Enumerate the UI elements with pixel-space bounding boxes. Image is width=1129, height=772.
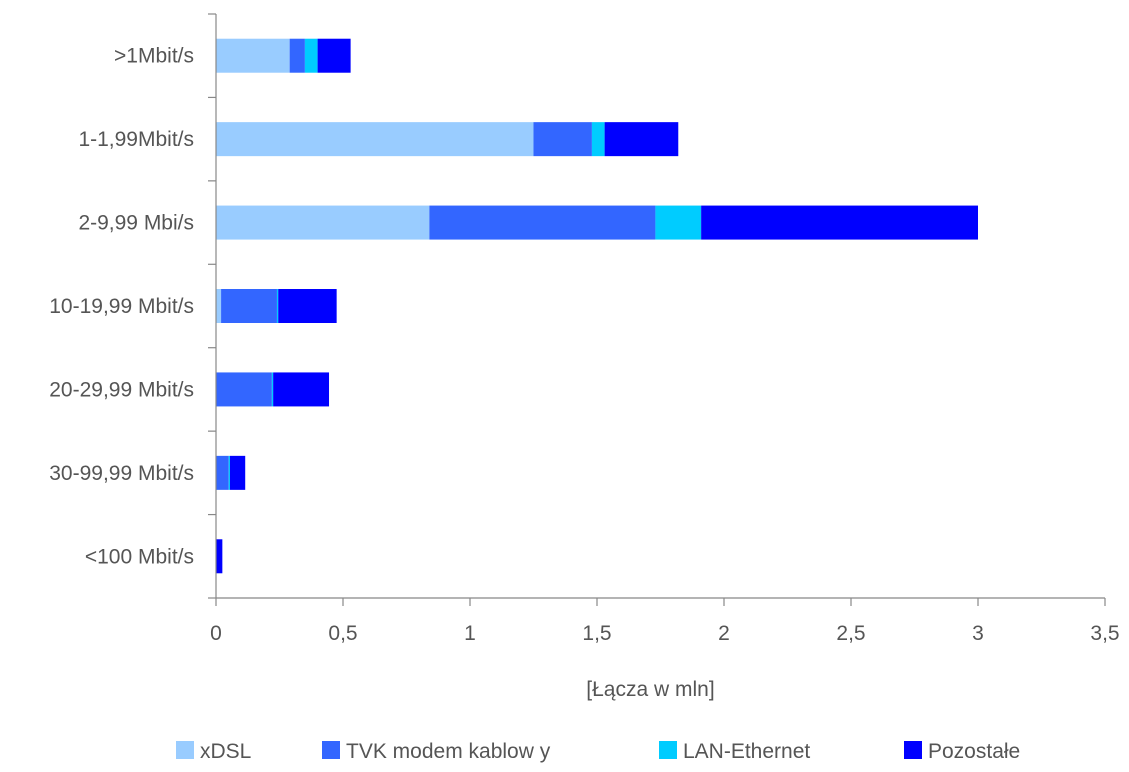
bar-segment-tvk-modem-kablow-y-3 [221, 289, 277, 323]
bar-segment-pozosta-e-5 [229, 455, 246, 490]
legend-label-2: LAN-Ethernet [683, 740, 810, 763]
bar-segment-pozosta-e-0 [317, 38, 351, 73]
y-tick-label: 1-1,99Mbit/s [78, 128, 194, 151]
x-tick-label: 2,5 [836, 622, 865, 645]
bar-segment-lan-ethernet-0 [304, 38, 318, 73]
bar-segment-xdsl-0 [216, 38, 290, 73]
x-tick-label: 3 [972, 622, 984, 645]
bar-segment-pozosta-e-2 [701, 205, 978, 240]
bar-segment-tvk-modem-kablow-y-2 [429, 205, 656, 240]
bar-segment-lan-ethernet-4 [271, 372, 274, 407]
x-tick-label: 0,5 [328, 622, 357, 645]
bars-group [216, 38, 978, 574]
bar-segment-lan-ethernet-2 [655, 205, 702, 240]
bar-segment-lan-ethernet-1 [591, 122, 605, 157]
legend-label-1: TVK modem kablow y [346, 740, 551, 763]
legend-label-3: Pozostałe [928, 740, 1020, 763]
bar-segment-tvk-modem-kablow-y-0 [289, 38, 305, 73]
x-tick-label: 2 [718, 622, 730, 645]
bar-segment-xdsl-1 [216, 122, 534, 157]
y-tick-label: <100 Mbit/s [85, 545, 194, 568]
y-tick-label: 10-19,99 Mbit/s [49, 295, 194, 318]
x-axis-title: [Łącza w mln] [586, 678, 714, 701]
bar-segment-tvk-modem-kablow-y-1 [533, 122, 592, 157]
legend: xDSL TVK modem kablow y LAN-Ethernet Pozost… [176, 740, 1020, 763]
legend-swatch-3 [904, 741, 922, 759]
legend-swatch-2 [659, 741, 677, 759]
y-tick-label: 20-29,99 Mbit/s [49, 378, 194, 401]
x-tick-label: 1,5 [582, 622, 611, 645]
legend-label-0: xDSL [200, 740, 251, 763]
bar-segment-xdsl-2 [216, 205, 430, 240]
y-tick-label: >1Mbit/s [114, 45, 194, 68]
bar-segment-pozosta-e-4 [273, 372, 330, 407]
bar-segment-pozosta-e-6 [216, 539, 223, 574]
bar-segment-xdsl-3 [216, 289, 222, 323]
axes-group: >1Mbit/s 1-1,99Mbit/s 2-9,99 Mbi/s 10-19,99… [49, 13, 1120, 645]
y-tick-label: 2-9,99 Mbi/s [78, 212, 194, 235]
bar-segment-pozosta-e-3 [278, 289, 337, 323]
x-tick-label: 0 [210, 622, 222, 645]
bar-segment-tvk-modem-kablow-y-4 [216, 372, 272, 407]
bar-segment-lan-ethernet-3 [276, 289, 279, 323]
bar-segment-pozosta-e-1 [604, 122, 679, 157]
legend-swatch-1 [322, 741, 340, 759]
x-tick-label: 3,5 [1090, 622, 1119, 645]
x-tick-label: 1 [464, 622, 476, 645]
y-tick-label: 30-99,99 Mbit/s [49, 462, 194, 485]
legend-swatch-0 [176, 741, 194, 759]
bar-segment-lan-ethernet-5 [228, 455, 230, 490]
bar-segment-tvk-modem-kablow-y-5 [216, 455, 229, 490]
